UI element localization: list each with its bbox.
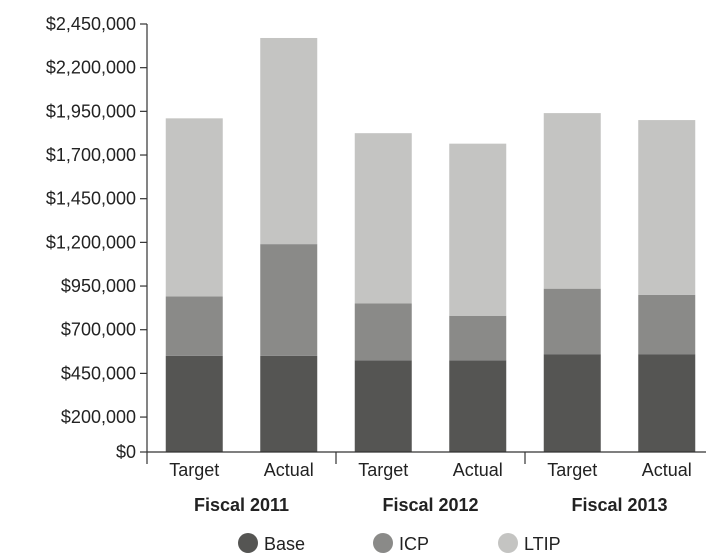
x-tick-label: Actual — [642, 460, 692, 480]
bar-segment-base — [354, 360, 412, 452]
bar-segment-icp — [638, 294, 696, 355]
bar-segment-ltip — [638, 120, 696, 295]
bar-segment-ltip — [165, 118, 223, 297]
y-tick-label: $1,450,000 — [46, 189, 136, 209]
legend-label: ICP — [399, 534, 429, 554]
bar-segment-base — [449, 360, 507, 452]
legend-label: Base — [264, 534, 305, 554]
y-tick-label: $200,000 — [61, 407, 136, 427]
bars — [165, 37, 696, 452]
group-label: Fiscal 2012 — [382, 495, 478, 515]
x-tick-label: Target — [547, 460, 597, 480]
bar-segment-ltip — [449, 143, 507, 316]
bar-segment-icp — [543, 288, 601, 355]
y-axis: $0 $200,000 $450,000 $700,000 $950,000 $1,200… — [46, 14, 148, 462]
x-tick-label: Target — [169, 460, 219, 480]
y-tick-label: $1,200,000 — [46, 232, 136, 252]
bar-segment-base — [638, 354, 696, 452]
y-tick-label: $450,000 — [61, 363, 136, 383]
x-tick-label: Target — [358, 460, 408, 480]
legend-swatch — [238, 533, 258, 553]
bar-segment-ltip — [543, 113, 601, 289]
y-tick-label: $2,200,000 — [46, 58, 136, 78]
legend-swatch — [498, 533, 518, 553]
bar-segment-ltip — [354, 133, 412, 304]
legend-item-base: Base — [238, 533, 305, 554]
y-tick-label: $950,000 — [61, 276, 136, 296]
bar-segment-icp — [165, 296, 223, 356]
y-tick-label: $1,950,000 — [46, 101, 136, 121]
y-tick-label: $700,000 — [61, 320, 136, 340]
y-tick-label: $2,450,000 — [46, 14, 136, 34]
x-tick-label: Actual — [453, 460, 503, 480]
bar-segment-icp — [449, 315, 507, 361]
group-label: Fiscal 2011 — [194, 495, 289, 515]
bar-segment-icp — [260, 244, 318, 356]
group-label: Fiscal 2013 — [571, 495, 667, 515]
x-tick-label: Actual — [264, 460, 314, 480]
legend-item-icp: ICP — [373, 533, 429, 554]
x-axis: Target Actual Target Actual Target Actual Fisc… — [146, 451, 706, 515]
y-tick-label: $1,700,000 — [46, 145, 136, 165]
bar-segment-ltip — [260, 37, 318, 245]
bar-segment-base — [165, 355, 223, 452]
legend: Base ICP LTIP — [238, 533, 561, 554]
bar-segment-base — [260, 355, 318, 452]
legend-swatch — [373, 533, 393, 553]
legend-item-ltip: LTIP — [498, 533, 561, 554]
legend-label: LTIP — [524, 534, 561, 554]
bar-segment-icp — [354, 303, 412, 361]
bar-segment-base — [543, 354, 601, 452]
y-tick-label: $0 — [116, 442, 136, 462]
